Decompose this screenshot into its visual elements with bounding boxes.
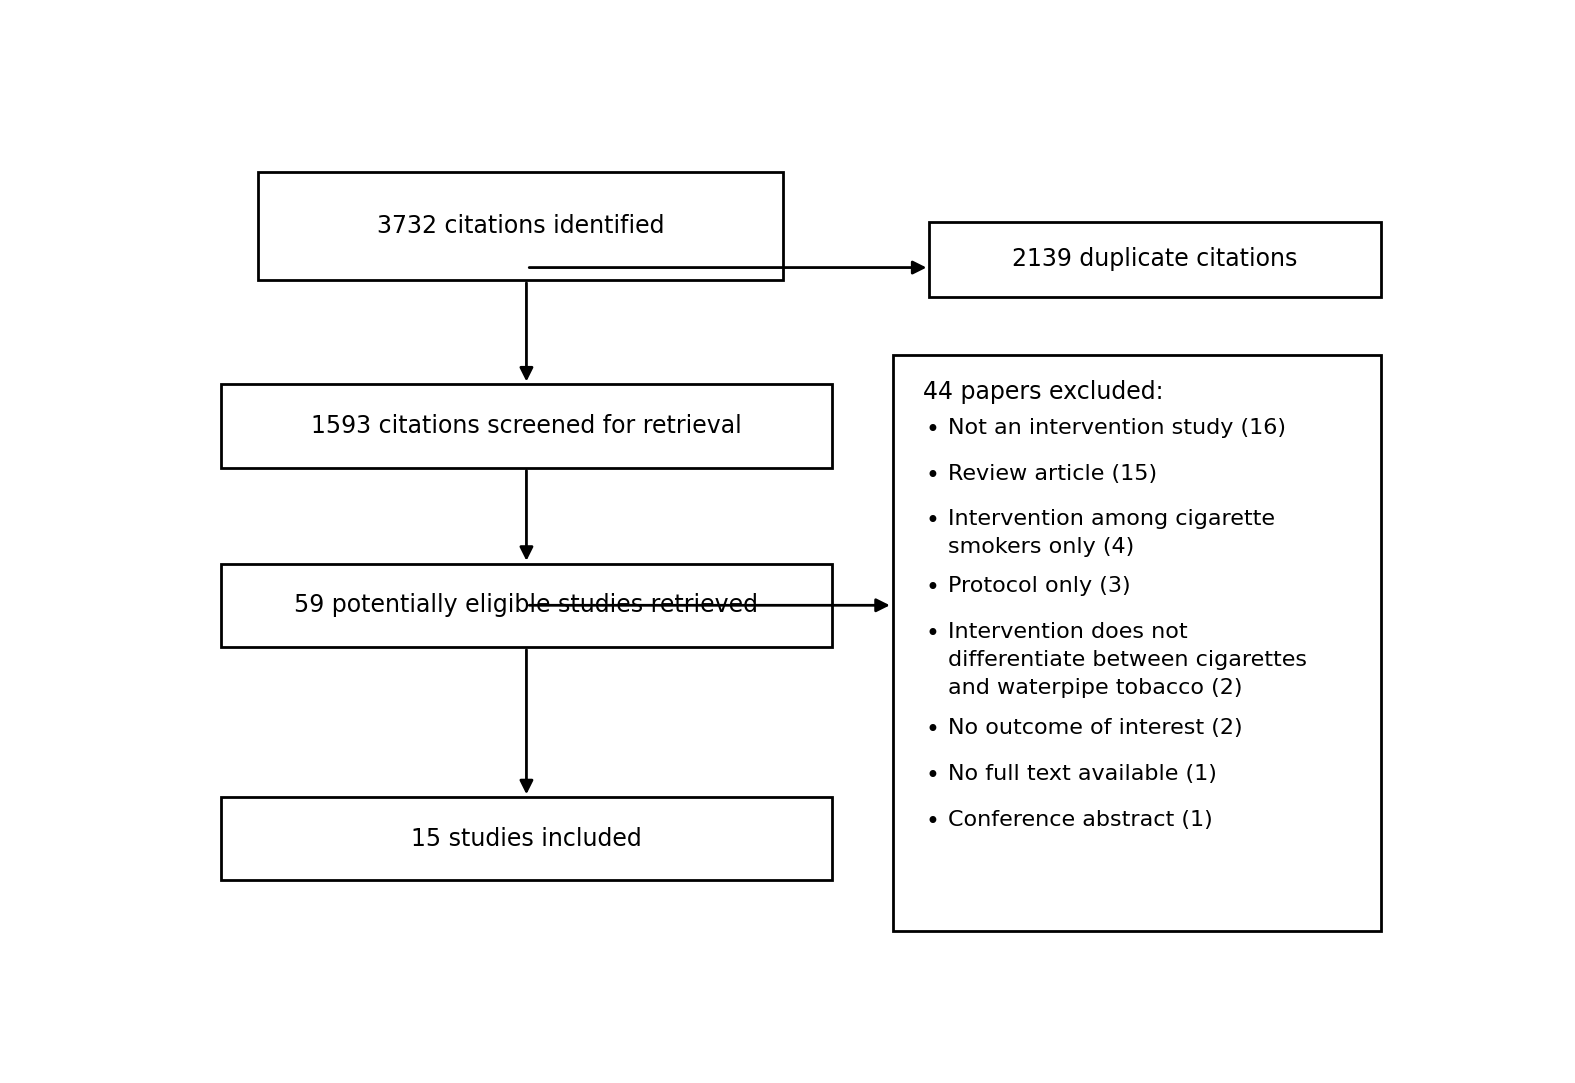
Text: Intervention does not
differentiate between cigarettes
and waterpipe tobacco (2): Intervention does not differentiate betw… bbox=[948, 622, 1307, 697]
FancyBboxPatch shape bbox=[221, 384, 832, 468]
Text: 3732 citations identified: 3732 citations identified bbox=[376, 213, 665, 238]
Text: Not an intervention study (16): Not an intervention study (16) bbox=[948, 418, 1285, 438]
Text: •: • bbox=[926, 418, 939, 442]
Text: •: • bbox=[926, 622, 939, 645]
FancyBboxPatch shape bbox=[929, 222, 1381, 297]
FancyBboxPatch shape bbox=[221, 797, 832, 880]
Text: 59 potentially eligible studies retrieved: 59 potentially eligible studies retrieve… bbox=[295, 593, 759, 617]
Text: 2139 duplicate citations: 2139 duplicate citations bbox=[1013, 247, 1298, 271]
FancyBboxPatch shape bbox=[221, 563, 832, 647]
Text: Conference abstract (1): Conference abstract (1) bbox=[948, 810, 1213, 830]
Text: Protocol only (3): Protocol only (3) bbox=[948, 576, 1131, 596]
Text: •: • bbox=[926, 464, 939, 487]
FancyBboxPatch shape bbox=[893, 355, 1381, 930]
Text: Review article (15): Review article (15) bbox=[948, 464, 1156, 483]
Text: No full text available (1): No full text available (1) bbox=[948, 764, 1216, 784]
Text: 1593 citations screened for retrieval: 1593 citations screened for retrieval bbox=[312, 414, 742, 438]
Text: 15 studies included: 15 studies included bbox=[411, 826, 643, 851]
Text: No outcome of interest (2): No outcome of interest (2) bbox=[948, 718, 1243, 738]
Text: •: • bbox=[926, 576, 939, 600]
Text: •: • bbox=[926, 810, 939, 834]
Text: •: • bbox=[926, 718, 939, 742]
Text: •: • bbox=[926, 764, 939, 787]
Text: 44 papers excluded:: 44 papers excluded: bbox=[923, 380, 1164, 404]
Text: •: • bbox=[926, 509, 939, 534]
FancyBboxPatch shape bbox=[258, 172, 783, 280]
Text: Intervention among cigarette
smokers only (4): Intervention among cigarette smokers onl… bbox=[948, 509, 1274, 558]
